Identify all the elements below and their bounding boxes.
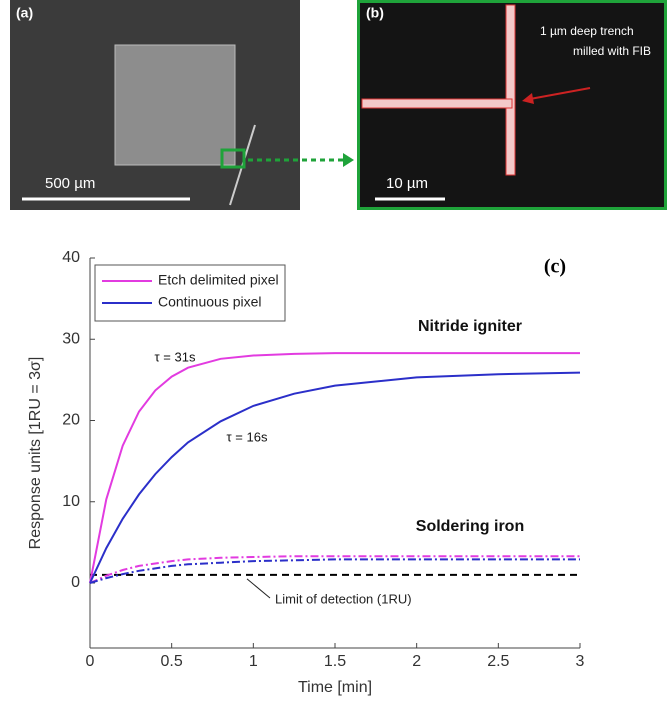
threshold-label: Limit of detection (1RU) [275, 591, 412, 606]
x-tick-label: 2.5 [487, 653, 509, 670]
trench [362, 99, 512, 108]
x-tick-label: 0 [86, 653, 95, 670]
pixel-square [115, 45, 235, 165]
x-tick-label: 0.5 [161, 653, 183, 670]
series-line [90, 353, 580, 583]
y-tick-label: 20 [62, 412, 80, 429]
y-tick-label: 40 [62, 249, 80, 266]
note: milled with FIB [573, 44, 651, 58]
panel-label: (a) [16, 5, 33, 21]
x-tick-label: 2 [412, 653, 421, 670]
scale-label: 10 µm [386, 175, 428, 192]
panel-b: (b) 10 µm 1 µm deep trench milled with F… [359, 2, 666, 209]
arrow-head [343, 153, 354, 167]
trench [506, 5, 515, 175]
figure: (a) 500 µm (b) 10 µm 1 µm deep trench mi… [0, 0, 667, 698]
y-tick-label: 30 [62, 330, 80, 347]
note: 1 µm deep trench [540, 24, 634, 38]
annotation: τ = 31s [155, 349, 196, 364]
panel-label: (b) [366, 5, 384, 21]
y-axis-label: Response units [1RU = 3σ] [27, 357, 44, 550]
annotation: Nitride igniter [418, 318, 522, 335]
x-axis-label: Time [min] [298, 679, 372, 696]
series-line [90, 373, 580, 583]
x-tick-label: 1 [249, 653, 258, 670]
annotation-arrow [247, 579, 270, 598]
chart: (c) Time [min] Response units [1RU = 3σ]… [27, 249, 584, 696]
y-tick-label: 0 [71, 574, 80, 591]
x-tick-label: 3 [576, 653, 585, 670]
legend-label: Etch delimited pixel [158, 272, 279, 288]
y-tick-label: 10 [62, 493, 80, 510]
annotation: Soldering iron [416, 518, 524, 535]
x-tick-label: 1.5 [324, 653, 346, 670]
annotation: τ = 16s [227, 429, 268, 444]
panel-a: (a) 500 µm [10, 0, 300, 210]
panel-label: (c) [544, 256, 566, 278]
legend-label: Continuous pixel [158, 294, 262, 310]
scale-label: 500 µm [45, 175, 95, 192]
